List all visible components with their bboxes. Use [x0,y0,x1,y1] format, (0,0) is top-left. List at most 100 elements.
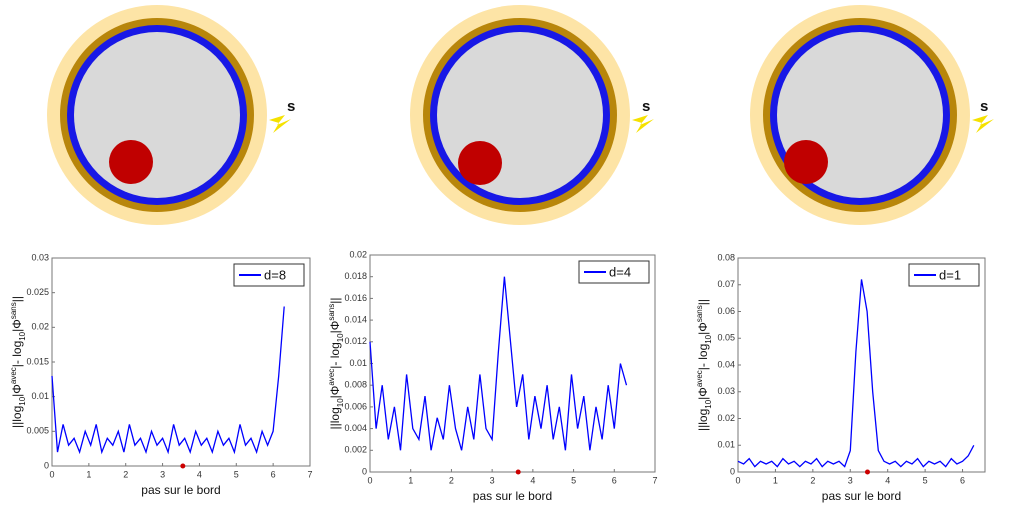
x-tick-label: 7 [307,469,312,479]
x-tick-label: 4 [197,469,202,479]
x-tick-label: 3 [490,475,495,485]
legend-box [578,260,650,284]
y-tick-label: 0.04 [717,359,735,369]
y-axis-label: ||log10|Φavec|- log10|Φsans|| [9,296,27,428]
y-axis-label-part: ||log [696,409,710,431]
y-axis-label-part: avec [695,370,704,387]
series-line [51,306,285,455]
x-tick-label: 2 [449,475,454,485]
y-axis-label-part: ||log [328,407,342,429]
x-tick-label: 6 [960,475,965,485]
legend-box [908,263,980,287]
x-tick-label: 1 [773,475,778,485]
y-tick-label: 0.02 [717,413,735,423]
y-axis-label-part: |Φ [328,386,342,399]
y-tick-label: 0.02 [31,322,49,332]
y-axis-label-part: 10 [704,399,713,408]
y-axis-label-part: || [328,298,342,304]
source-label: s [287,98,295,115]
y-tick-label: 0.01 [717,440,735,450]
x-tick-label: 0 [367,475,372,485]
x-tick-label: 3 [160,469,165,479]
y-axis-label-part: avec [327,369,336,386]
y-axis-label-part: |- log [328,342,342,368]
y-axis-label-part: |- log [696,344,710,370]
y-axis-label-part: sans [327,304,336,321]
y-tick-label: 0.005 [26,426,49,436]
y-tick-label: 0.018 [344,271,367,281]
legend-label: d=8 [264,267,286,282]
legend-label: d=4 [609,264,631,279]
diagram: s [410,5,654,225]
y-tick-label: 0.004 [344,423,367,433]
x-tick-label: 4 [885,475,890,485]
y-tick-label: 0.01 [31,391,49,401]
y-tick-label: 0.07 [717,279,735,289]
y-axis-label: ||log10|Φavec|- log10|Φsans|| [327,298,345,430]
source-label: s [642,98,650,115]
y-axis-label-part: 10 [336,333,345,342]
y-axis-label-part: |- log [10,341,24,367]
y-axis-label-part: 10 [18,331,27,340]
diagram: s [750,5,994,225]
legend-label: d=1 [939,267,961,282]
y-tick-label: 0.02 [349,249,367,259]
y-axis-label-part: |Φ [696,322,710,335]
y-tick-label: 0.008 [344,380,367,390]
x-tick-label: 2 [810,475,815,485]
x-tick-label: 4 [530,475,535,485]
series-line [737,279,975,468]
y-axis-label-part: || [10,296,24,302]
diagram: s [47,5,295,225]
y-tick-label: 0 [730,466,735,476]
x-axis-label: pas sur le bord [473,489,552,503]
y-tick-label: 0.03 [717,386,735,396]
x-axis-label: pas sur le bord [822,489,901,503]
x-tick-label: 1 [86,469,91,479]
x-axis-label: pas sur le bord [141,483,220,497]
y-tick-label: 0.015 [26,356,49,366]
y-tick-label: 0.08 [717,252,735,262]
x-tick-label: 6 [271,469,276,479]
x-tick-label: 6 [612,475,617,485]
y-tick-label: 0.01 [349,358,367,368]
y-axis-label-part: 10 [336,398,345,407]
marker-point [515,469,521,475]
x-tick-label: 1 [408,475,413,485]
x-tick-label: 3 [848,475,853,485]
y-axis-label-part: |Φ [328,321,342,334]
y-axis-label-part: || [696,299,710,305]
y-axis-label-part: |Φ [696,387,710,400]
y-axis-label-part: 10 [704,334,713,343]
marker-point [180,463,186,469]
x-tick-label: 7 [652,475,657,485]
source-label: s [980,98,988,115]
x-tick-label: 2 [123,469,128,479]
y-axis-label-part: ||log [10,406,24,428]
y-tick-label: 0.012 [344,336,367,346]
y-axis-label-part: sans [9,302,18,319]
x-tick-label: 5 [234,469,239,479]
plot-area [737,257,986,473]
x-tick-label: 5 [571,475,576,485]
y-tick-label: 0 [362,466,367,476]
y-tick-label: 0.03 [31,252,49,262]
y-axis-label-part: 10 [18,396,27,405]
y-tick-label: 0.06 [717,306,735,316]
y-axis-label: ||log10|Φavec|- log10|Φsans|| [695,299,713,431]
y-axis-label-part: avec [9,367,18,384]
y-tick-label: 0.014 [344,314,367,324]
y-axis-label-part: sans [695,305,704,322]
y-tick-label: 0.05 [717,333,735,343]
legend-box [233,263,305,287]
marker-point [864,469,870,475]
y-axis-label-part: |Φ [10,384,24,397]
y-tick-label: 0 [44,460,49,470]
y-tick-label: 0.006 [344,401,367,411]
y-axis-label-part: |Φ [10,319,24,332]
series-line [369,276,628,451]
x-tick-label: 5 [923,475,928,485]
x-tick-label: 0 [735,475,740,485]
